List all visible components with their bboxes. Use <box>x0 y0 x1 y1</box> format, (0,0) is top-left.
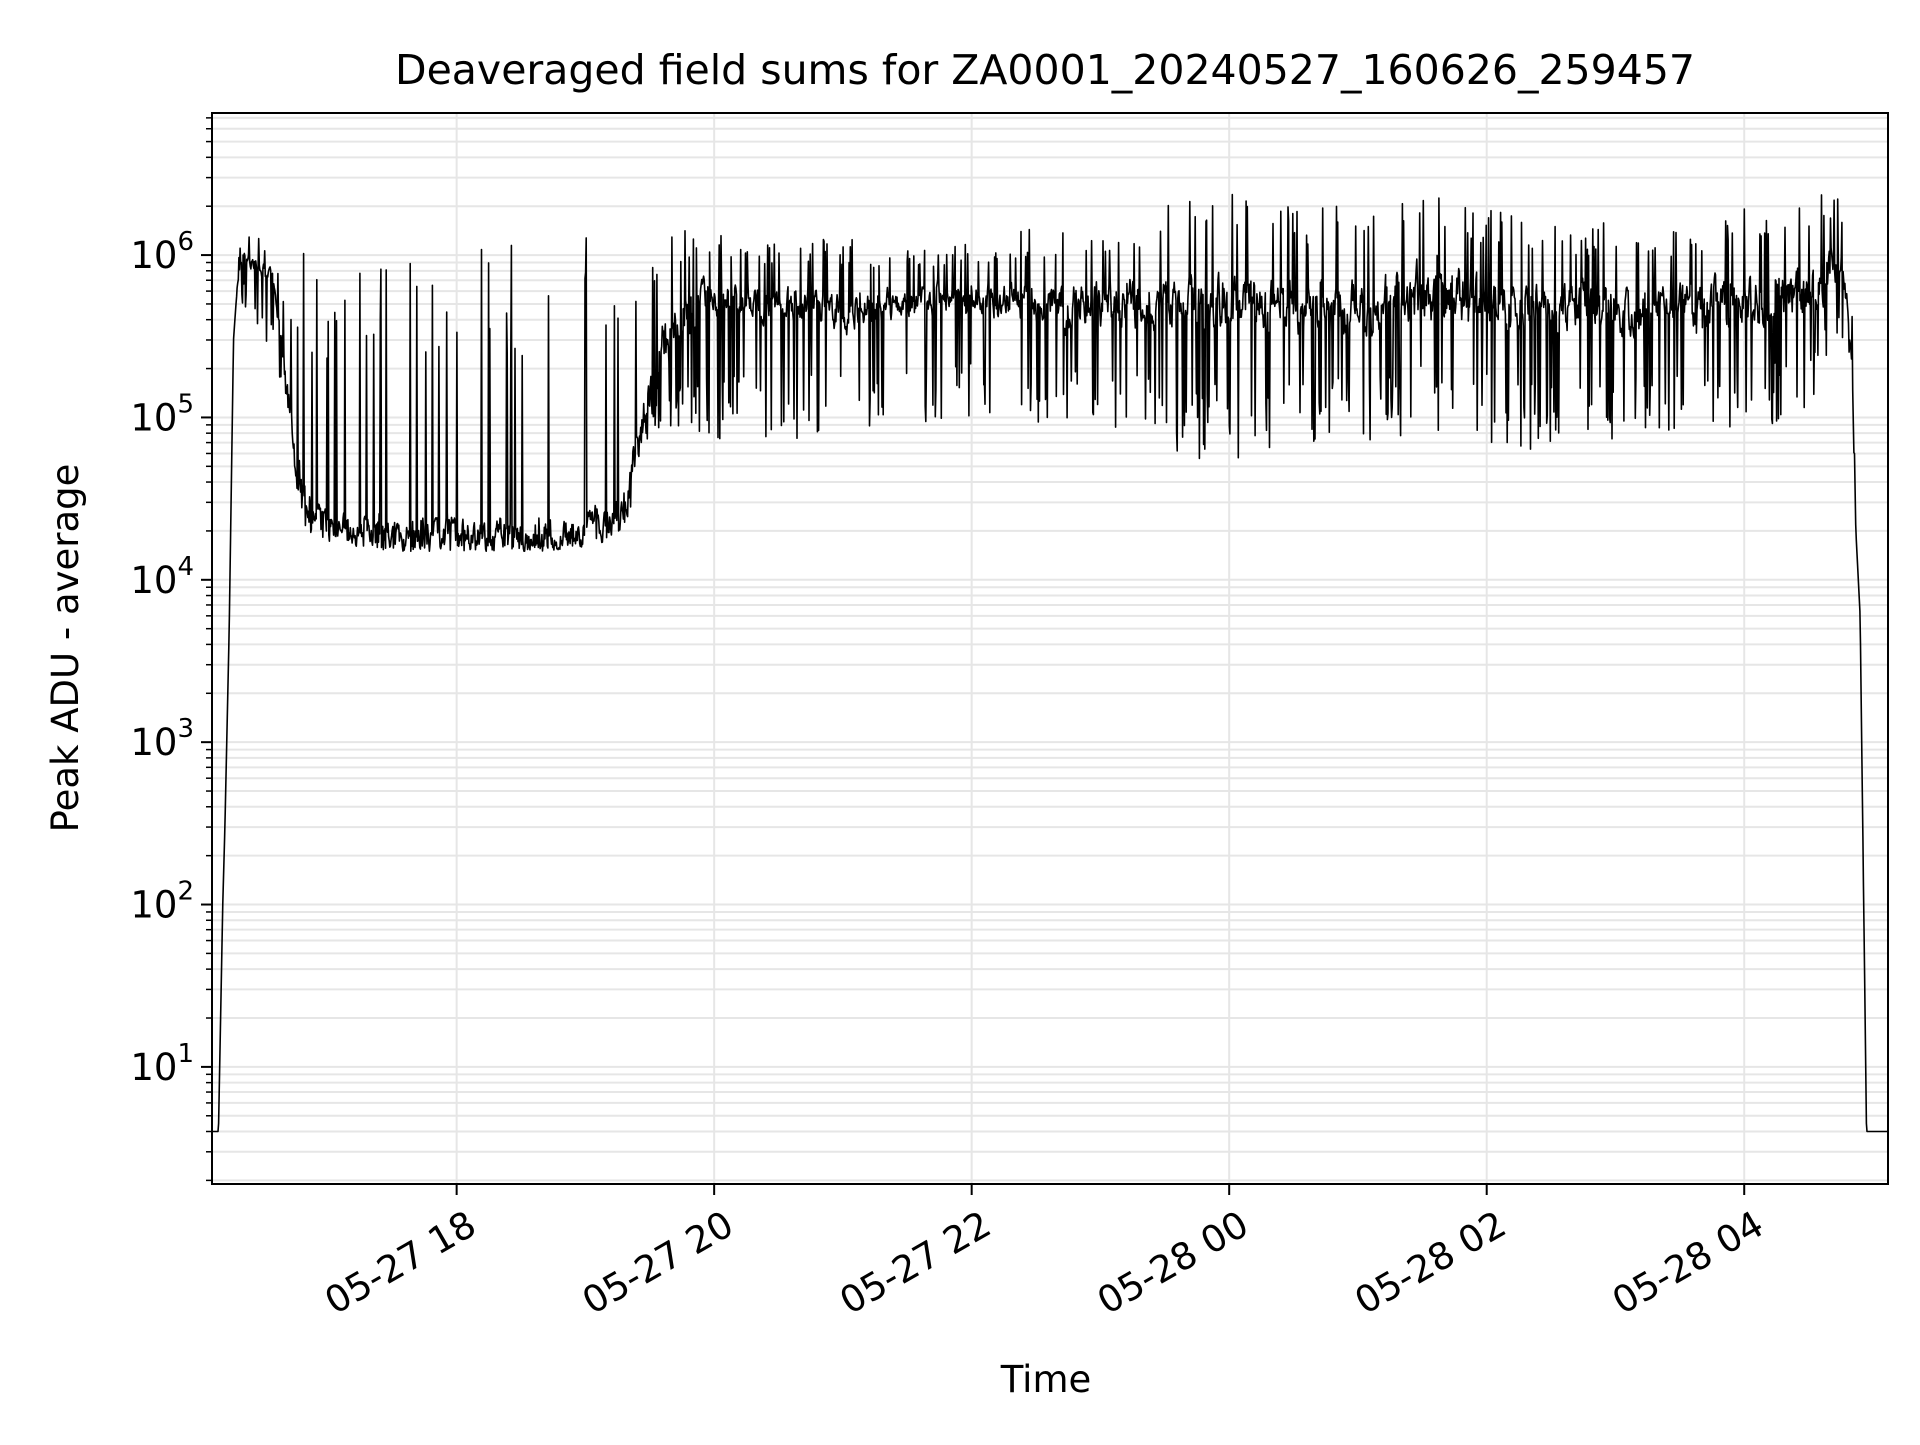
x-axis-label: Time <box>1000 1358 1092 1401</box>
y-tick-label: 104 <box>130 552 194 602</box>
y-tick-label: 106 <box>130 227 194 277</box>
y-axis: 101 102 103 104 105 106 <box>130 117 212 1182</box>
series-line <box>211 193 1889 1133</box>
y-axis-label: Peak ADU - average <box>44 464 87 833</box>
y-tick-label: 102 <box>130 877 194 927</box>
series-layer <box>211 193 1889 1133</box>
y-tick-label: 105 <box>130 389 194 439</box>
chart-title: Deaveraged field sums for ZA0001_2024052… <box>395 46 1695 94</box>
y-tick-label: 103 <box>130 714 194 764</box>
y-tick-label: 101 <box>130 1039 194 1089</box>
plot-frame <box>211 112 1889 1185</box>
